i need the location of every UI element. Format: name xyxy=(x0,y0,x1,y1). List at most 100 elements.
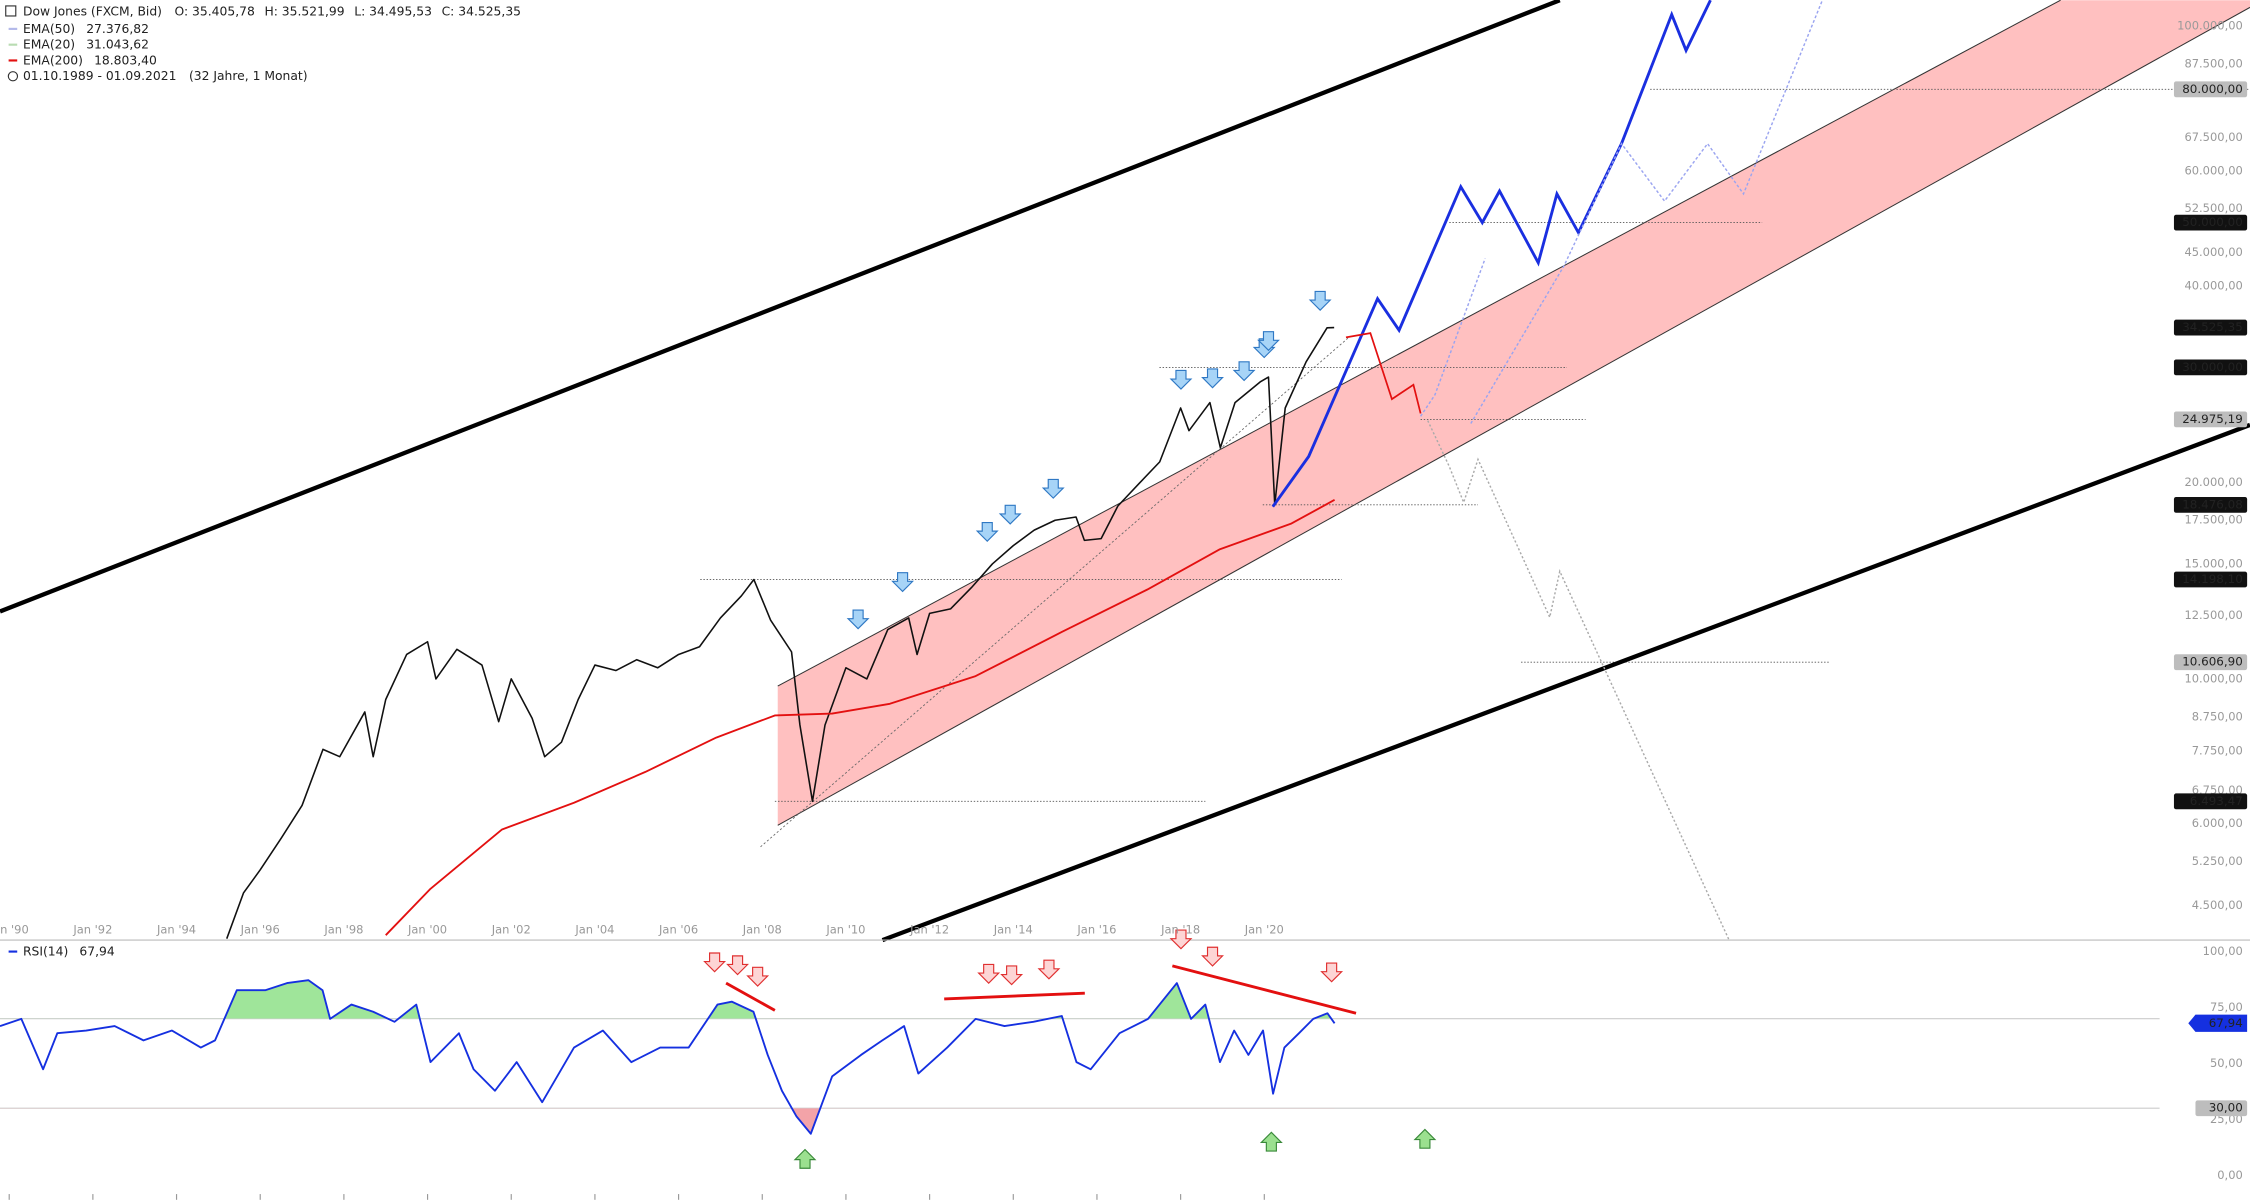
legend-value: 67,94 xyxy=(79,944,114,958)
x-tick-label: Jan '02 xyxy=(491,923,531,937)
overbought-fill xyxy=(0,980,1335,1019)
y-tick-label: 10.000,00 xyxy=(2184,671,2242,685)
price-label-box xyxy=(2173,319,2248,336)
arrow-down xyxy=(998,504,1022,525)
legend-name: EMA(200) xyxy=(23,53,83,67)
legend-name: RSI(14) xyxy=(23,944,68,958)
duration: (32 Jahre, 1 Monat) xyxy=(189,69,308,83)
trend-line-lower xyxy=(881,422,2250,943)
arrow-down xyxy=(1201,946,1224,967)
y-tick-label: 60.000,00 xyxy=(2184,163,2242,177)
y-tick-label: 67.500,00 xyxy=(2184,130,2242,144)
trend-line-upper xyxy=(0,0,1561,614)
y-tick-label: 87.500,00 xyxy=(2184,56,2242,70)
x-tick-label: Jan '00 xyxy=(407,923,447,937)
y-tick-label: 7.750,00 xyxy=(2192,744,2243,758)
legend-value: 18.803,40 xyxy=(94,53,157,67)
x-tick-label: Jan '14 xyxy=(993,923,1033,937)
y-tick-label: 20.000,00 xyxy=(2184,475,2242,489)
legend-entry: EMA(200) 18.803,40 xyxy=(23,53,157,67)
price-label: 6.493,47 xyxy=(2190,794,2243,808)
arrow-down xyxy=(1169,929,1193,950)
projection-red xyxy=(1345,332,1422,414)
y-tick-label: 4.500,00 xyxy=(2192,898,2243,912)
x-tick-label: Jan '06 xyxy=(658,923,698,937)
projection-faint xyxy=(1420,258,1486,417)
rsi-value-box xyxy=(2188,1014,2248,1032)
y-tick-label: 100,00 xyxy=(2203,944,2243,958)
drawings-back xyxy=(0,0,2250,1109)
arrow-down xyxy=(1308,290,1332,311)
y-tick-label: 40.000,00 xyxy=(2184,278,2242,292)
header-line: Dow Jones (FXCM, Bid) O: 35.405,78 H: 35… xyxy=(23,4,521,18)
date-range: 01.10.1989 - 01.09.2021 xyxy=(23,69,176,83)
arrow-down xyxy=(977,963,1001,984)
rsi-trend xyxy=(1171,964,1357,1015)
clock-icon xyxy=(7,71,19,82)
arrow-down xyxy=(1041,478,1065,499)
x-tick-label: Jan '10 xyxy=(825,923,865,937)
instrument-title: Dow Jones (FXCM, Bid) xyxy=(23,4,162,18)
x-tick-label: Jan '96 xyxy=(240,923,280,937)
ohlc-open: O: 35.405,78 xyxy=(175,4,255,18)
price-label: 34.525,35 xyxy=(2182,320,2243,334)
price-label: 14.198,10 xyxy=(2182,572,2243,586)
price-label-box xyxy=(2173,571,2248,588)
y-tick-label: 0,00 xyxy=(2217,1168,2243,1182)
ohlc-low: L: 34.495,53 xyxy=(354,4,432,18)
price-label: 50.000,00 xyxy=(2182,215,2243,229)
price-label-box xyxy=(2173,411,2248,428)
price-label-box xyxy=(2173,214,2248,231)
channel-fill xyxy=(777,0,2250,826)
header: Dow Jones (FXCM, Bid) O: 35.405,78 H: 35… xyxy=(5,4,521,958)
arrow-up xyxy=(793,1148,817,1169)
drawings-front xyxy=(0,0,2250,1169)
arrow-down xyxy=(703,952,727,973)
x-tick-label: Jan '16 xyxy=(1076,923,1116,937)
y-tick-label: 5.250,00 xyxy=(2192,854,2243,868)
y-tick-label: 6.750,00 xyxy=(2192,783,2243,797)
arrow-down xyxy=(1257,331,1280,352)
data-layer xyxy=(0,326,1336,1135)
arrow-down xyxy=(846,609,870,630)
arrow-up xyxy=(1413,1128,1437,1149)
legend-value: 31.043,62 xyxy=(86,37,149,51)
price-label-box xyxy=(2173,359,2248,376)
price-label-box xyxy=(2173,81,2248,98)
y-tick-label: 45.000,00 xyxy=(2184,245,2242,259)
arrow-down xyxy=(1201,368,1224,389)
x-tick-label: Jan '04 xyxy=(574,923,614,937)
arrow-down xyxy=(975,521,999,542)
ohlc-close: C: 34.525,35 xyxy=(442,4,521,18)
oversold-fill xyxy=(0,1108,1335,1134)
legend-value: 27.376,82 xyxy=(86,21,149,35)
price-label: 18.476,08 xyxy=(2182,497,2243,511)
x-tick-label: Jan '92 xyxy=(72,923,112,937)
dotted-trend xyxy=(760,337,1350,848)
arrow-down xyxy=(891,572,915,593)
arrow-down xyxy=(1320,962,1344,983)
x-tick-label: Jan '12 xyxy=(909,923,949,937)
ohlc-high: H: 35.521,99 xyxy=(264,4,344,18)
x-tick-label: Jan '08 xyxy=(742,923,782,937)
y-tick-label: 15.000,00 xyxy=(2184,556,2242,570)
rsi-trend xyxy=(725,981,776,1012)
price-label-box xyxy=(2173,496,2248,513)
y-tick-label: 17.500,00 xyxy=(2184,513,2242,527)
arrow-down xyxy=(746,966,770,987)
projection-blue xyxy=(1271,0,1712,508)
x-tick-label: Jan '98 xyxy=(323,923,363,937)
x-tick-label: Jan '20 xyxy=(1244,923,1284,937)
series-line xyxy=(385,499,1336,936)
price-label: 10.606,90 xyxy=(2182,655,2243,669)
series-line xyxy=(0,979,1336,1135)
arrow-up xyxy=(1259,1131,1283,1152)
channel-lower xyxy=(777,6,2250,826)
oversold-label-box xyxy=(2195,1100,2248,1117)
rsi-trend xyxy=(944,991,1085,1001)
y-tick-label: 50,00 xyxy=(2210,1056,2243,1070)
y-tick-label: 6.000,00 xyxy=(2192,816,2243,830)
legend-name: EMA(20) xyxy=(23,37,75,51)
